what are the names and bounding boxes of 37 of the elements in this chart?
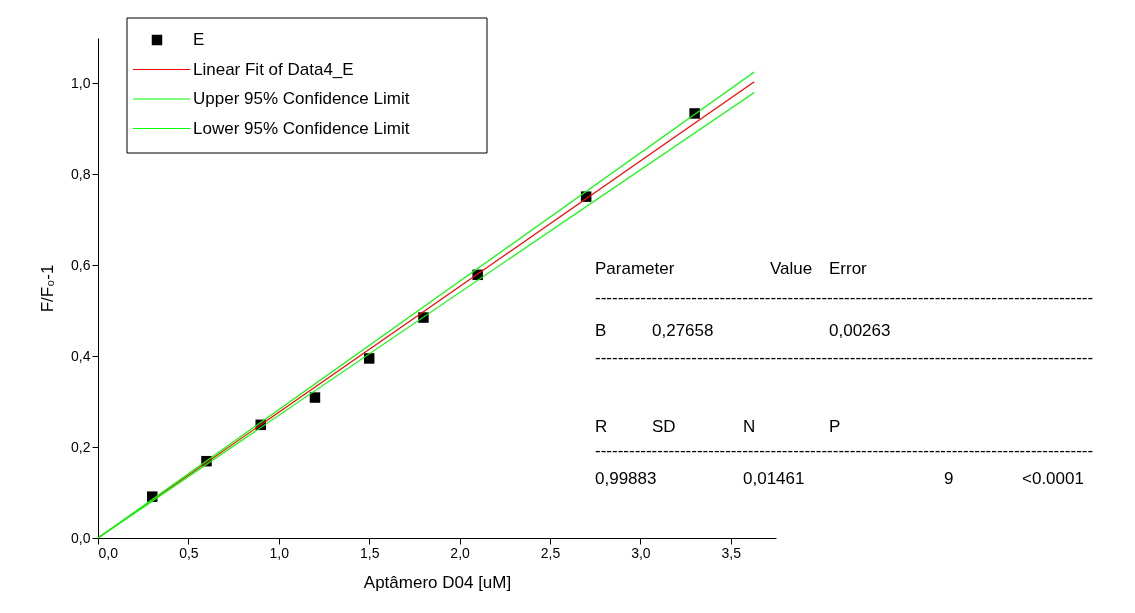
legend-label: Upper 95% Confidence Limit: [193, 89, 410, 108]
legend-label: Lower 95% Confidence Limit: [193, 118, 410, 138]
x-tick-label: 1,5: [359, 544, 380, 561]
annotation: 0,99883: [595, 469, 657, 488]
y-axis-title: F/F₀-1: [38, 264, 58, 313]
annotation: 0,01461: [743, 469, 805, 488]
x-tick-label: 1,0: [269, 544, 290, 561]
annotation: R: [595, 417, 608, 436]
x-tick-label: 2,0: [450, 544, 471, 561]
x-tick-label: 0,0: [98, 544, 119, 561]
annotation: ----------------------------------------------------------------------------------------: [595, 441, 1094, 460]
text: Error: [829, 259, 868, 278]
text: 9: [944, 469, 954, 488]
y-tick-label: 0,2: [71, 438, 91, 455]
annotation: N: [743, 417, 756, 436]
x-tick-label: 2,5: [540, 544, 561, 561]
annotation: Value: [770, 259, 813, 278]
y-tick-label: 1,0: [71, 74, 91, 91]
y-tick-label: 0,0: [71, 529, 91, 546]
y-tick-label: 0,6: [71, 256, 91, 273]
text: P: [829, 417, 841, 436]
annotation: ----------------------------------------------------------------------------------------: [595, 348, 1094, 367]
text: 0,00263: [829, 321, 891, 340]
x-axis-title: Aptâmero D04 [uM]: [363, 572, 512, 592]
x-tick-label: 0,5: [179, 544, 199, 561]
annotation: ----------------------------------------------------------------------------------------: [595, 288, 1094, 307]
y-tick-label: 0,8: [71, 165, 91, 182]
y-tick-label: 0,4: [71, 347, 91, 364]
x-tick-label: 3,0: [631, 544, 651, 561]
annotation: SD: [652, 417, 676, 436]
x-tick-label: 3,5: [721, 544, 742, 561]
annotation: 0,27658: [652, 321, 714, 340]
legend-label: E: [193, 30, 205, 49]
text: <0.0001: [1022, 469, 1084, 488]
annotation: Parameter: [595, 259, 675, 278]
annotation: B: [595, 321, 607, 340]
legend-label: Linear Fit of Data4_E: [193, 59, 354, 79]
